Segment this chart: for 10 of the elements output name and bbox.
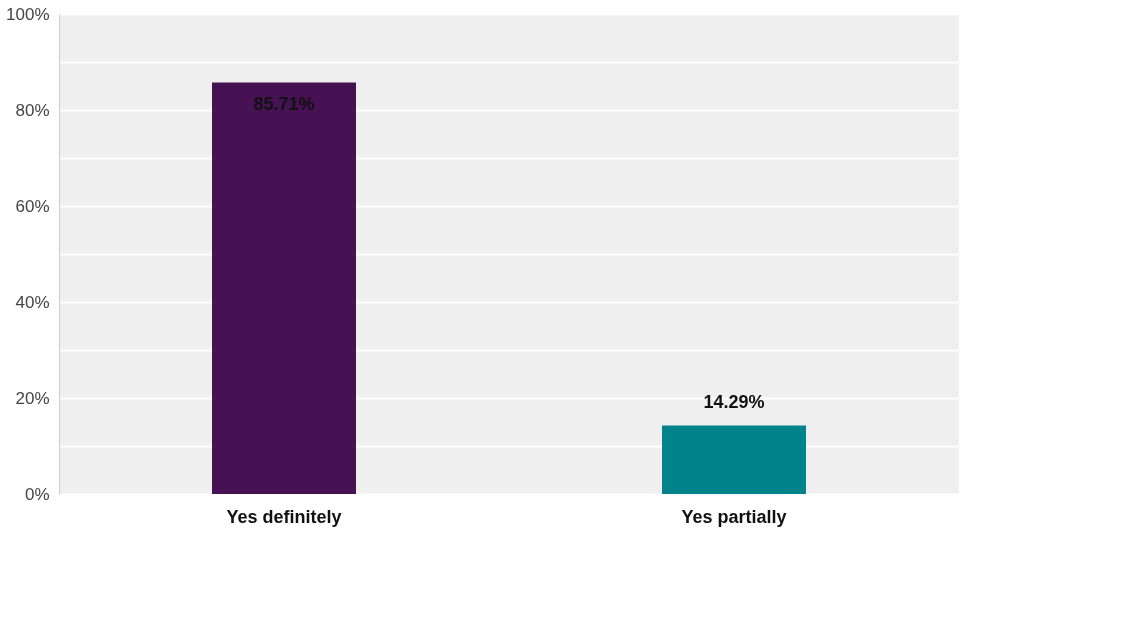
x-tick-label: Yes partially xyxy=(681,506,787,527)
y-tick-label: 60% xyxy=(15,196,50,216)
y-tick-label: 100% xyxy=(6,4,50,24)
y-tick-label: 80% xyxy=(15,100,50,120)
y-tick-label: 0% xyxy=(24,484,50,504)
data-label: 14.29% xyxy=(703,392,765,413)
x-tick-label: Yes definitely xyxy=(226,506,342,527)
data-label: 85.71% xyxy=(253,93,315,114)
y-tick-label: 20% xyxy=(15,388,50,408)
y-tick-label: 40% xyxy=(15,292,50,312)
